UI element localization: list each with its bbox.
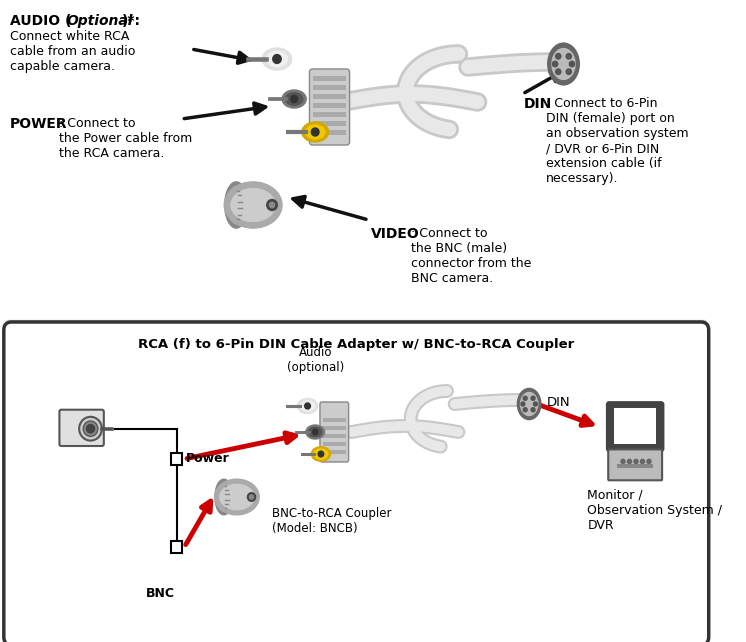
Text: Monitor /
Observation System /
DVR: Monitor / Observation System / DVR: [587, 489, 722, 532]
Bar: [313, 94, 345, 99]
Ellipse shape: [266, 51, 287, 67]
Ellipse shape: [309, 427, 322, 437]
FancyBboxPatch shape: [608, 449, 662, 480]
Bar: [323, 450, 345, 454]
Text: : Connect to
the BNC (male)
connector from the
BNC camera.: : Connect to the BNC (male) connector fr…: [411, 227, 531, 285]
Bar: [313, 112, 345, 117]
Bar: [313, 103, 345, 108]
Text: RCA (f) to 6-Pin DIN Cable Adapter w/ BNC-to-RCA Coupler: RCA (f) to 6-Pin DIN Cable Adapter w/ BN…: [138, 338, 574, 351]
Ellipse shape: [217, 483, 231, 512]
Ellipse shape: [302, 122, 328, 142]
Bar: [313, 76, 345, 81]
Circle shape: [248, 493, 256, 501]
FancyBboxPatch shape: [4, 322, 709, 642]
Ellipse shape: [306, 125, 325, 139]
Ellipse shape: [521, 392, 538, 415]
Bar: [313, 121, 345, 126]
Text: : Connect to
the Power cable from
the RCA camera.: : Connect to the Power cable from the RC…: [59, 117, 192, 160]
Circle shape: [521, 402, 525, 406]
Bar: [171, 453, 183, 465]
Circle shape: [556, 69, 561, 74]
Bar: [323, 418, 345, 422]
Circle shape: [319, 451, 324, 457]
FancyBboxPatch shape: [607, 403, 663, 451]
Circle shape: [569, 61, 574, 67]
Ellipse shape: [518, 388, 541, 420]
Ellipse shape: [548, 43, 580, 85]
Circle shape: [531, 408, 535, 412]
Circle shape: [291, 96, 298, 103]
Text: Connect white RCA
cable from an audio
capable camera.: Connect white RCA cable from an audio ca…: [10, 30, 135, 73]
FancyBboxPatch shape: [310, 69, 350, 145]
Bar: [614, 408, 656, 444]
Ellipse shape: [306, 425, 325, 439]
Text: POWER: POWER: [10, 117, 67, 131]
Circle shape: [531, 396, 535, 401]
Circle shape: [249, 495, 254, 499]
Ellipse shape: [215, 479, 259, 515]
Circle shape: [566, 53, 571, 59]
Ellipse shape: [263, 48, 292, 70]
Ellipse shape: [298, 399, 318, 413]
Text: Power: Power: [186, 453, 230, 465]
Ellipse shape: [282, 90, 306, 108]
Circle shape: [621, 459, 625, 464]
Ellipse shape: [231, 189, 275, 221]
FancyBboxPatch shape: [320, 402, 348, 462]
Circle shape: [267, 200, 278, 211]
Circle shape: [627, 459, 632, 464]
Text: AUDIO (: AUDIO (: [10, 14, 71, 28]
Circle shape: [640, 459, 645, 464]
Ellipse shape: [301, 401, 315, 412]
Bar: [171, 541, 183, 553]
Circle shape: [273, 55, 281, 64]
Circle shape: [556, 53, 561, 59]
Ellipse shape: [215, 479, 233, 515]
Circle shape: [304, 403, 310, 409]
Ellipse shape: [311, 447, 330, 461]
Ellipse shape: [286, 92, 303, 105]
Ellipse shape: [220, 484, 254, 510]
Circle shape: [647, 459, 651, 464]
Circle shape: [566, 69, 571, 74]
Bar: [323, 426, 345, 430]
Ellipse shape: [225, 182, 248, 228]
Circle shape: [313, 429, 318, 435]
Circle shape: [553, 61, 558, 67]
Text: Optional: Optional: [67, 14, 134, 28]
Text: )*:: )*:: [122, 14, 141, 28]
Text: DIN: DIN: [546, 395, 570, 408]
Circle shape: [311, 128, 319, 136]
Circle shape: [84, 421, 98, 437]
FancyBboxPatch shape: [60, 410, 104, 446]
Circle shape: [634, 459, 638, 464]
Circle shape: [523, 396, 527, 401]
Circle shape: [79, 417, 102, 440]
Text: VIDEO: VIDEO: [371, 227, 419, 241]
Bar: [313, 130, 345, 135]
Circle shape: [523, 408, 527, 412]
Ellipse shape: [228, 186, 245, 223]
Bar: [323, 434, 345, 438]
Circle shape: [533, 402, 537, 406]
Ellipse shape: [552, 49, 575, 80]
Circle shape: [87, 424, 95, 433]
Ellipse shape: [225, 182, 282, 228]
Bar: [313, 85, 345, 90]
Text: BNC: BNC: [146, 587, 175, 600]
Text: BNC-to-RCA Coupler
(Model: BNCB): BNC-to-RCA Coupler (Model: BNCB): [272, 507, 392, 535]
Circle shape: [269, 202, 275, 208]
Text: Audio
(optional): Audio (optional): [286, 346, 344, 374]
Bar: [617, 464, 653, 468]
Text: DIN: DIN: [524, 97, 551, 111]
Text: : Connect to 6-Pin
DIN (female) port on
an observation system
/ DVR or 6-Pin DIN: : Connect to 6-Pin DIN (female) port on …: [546, 97, 689, 185]
Ellipse shape: [314, 449, 327, 459]
Bar: [323, 442, 345, 446]
